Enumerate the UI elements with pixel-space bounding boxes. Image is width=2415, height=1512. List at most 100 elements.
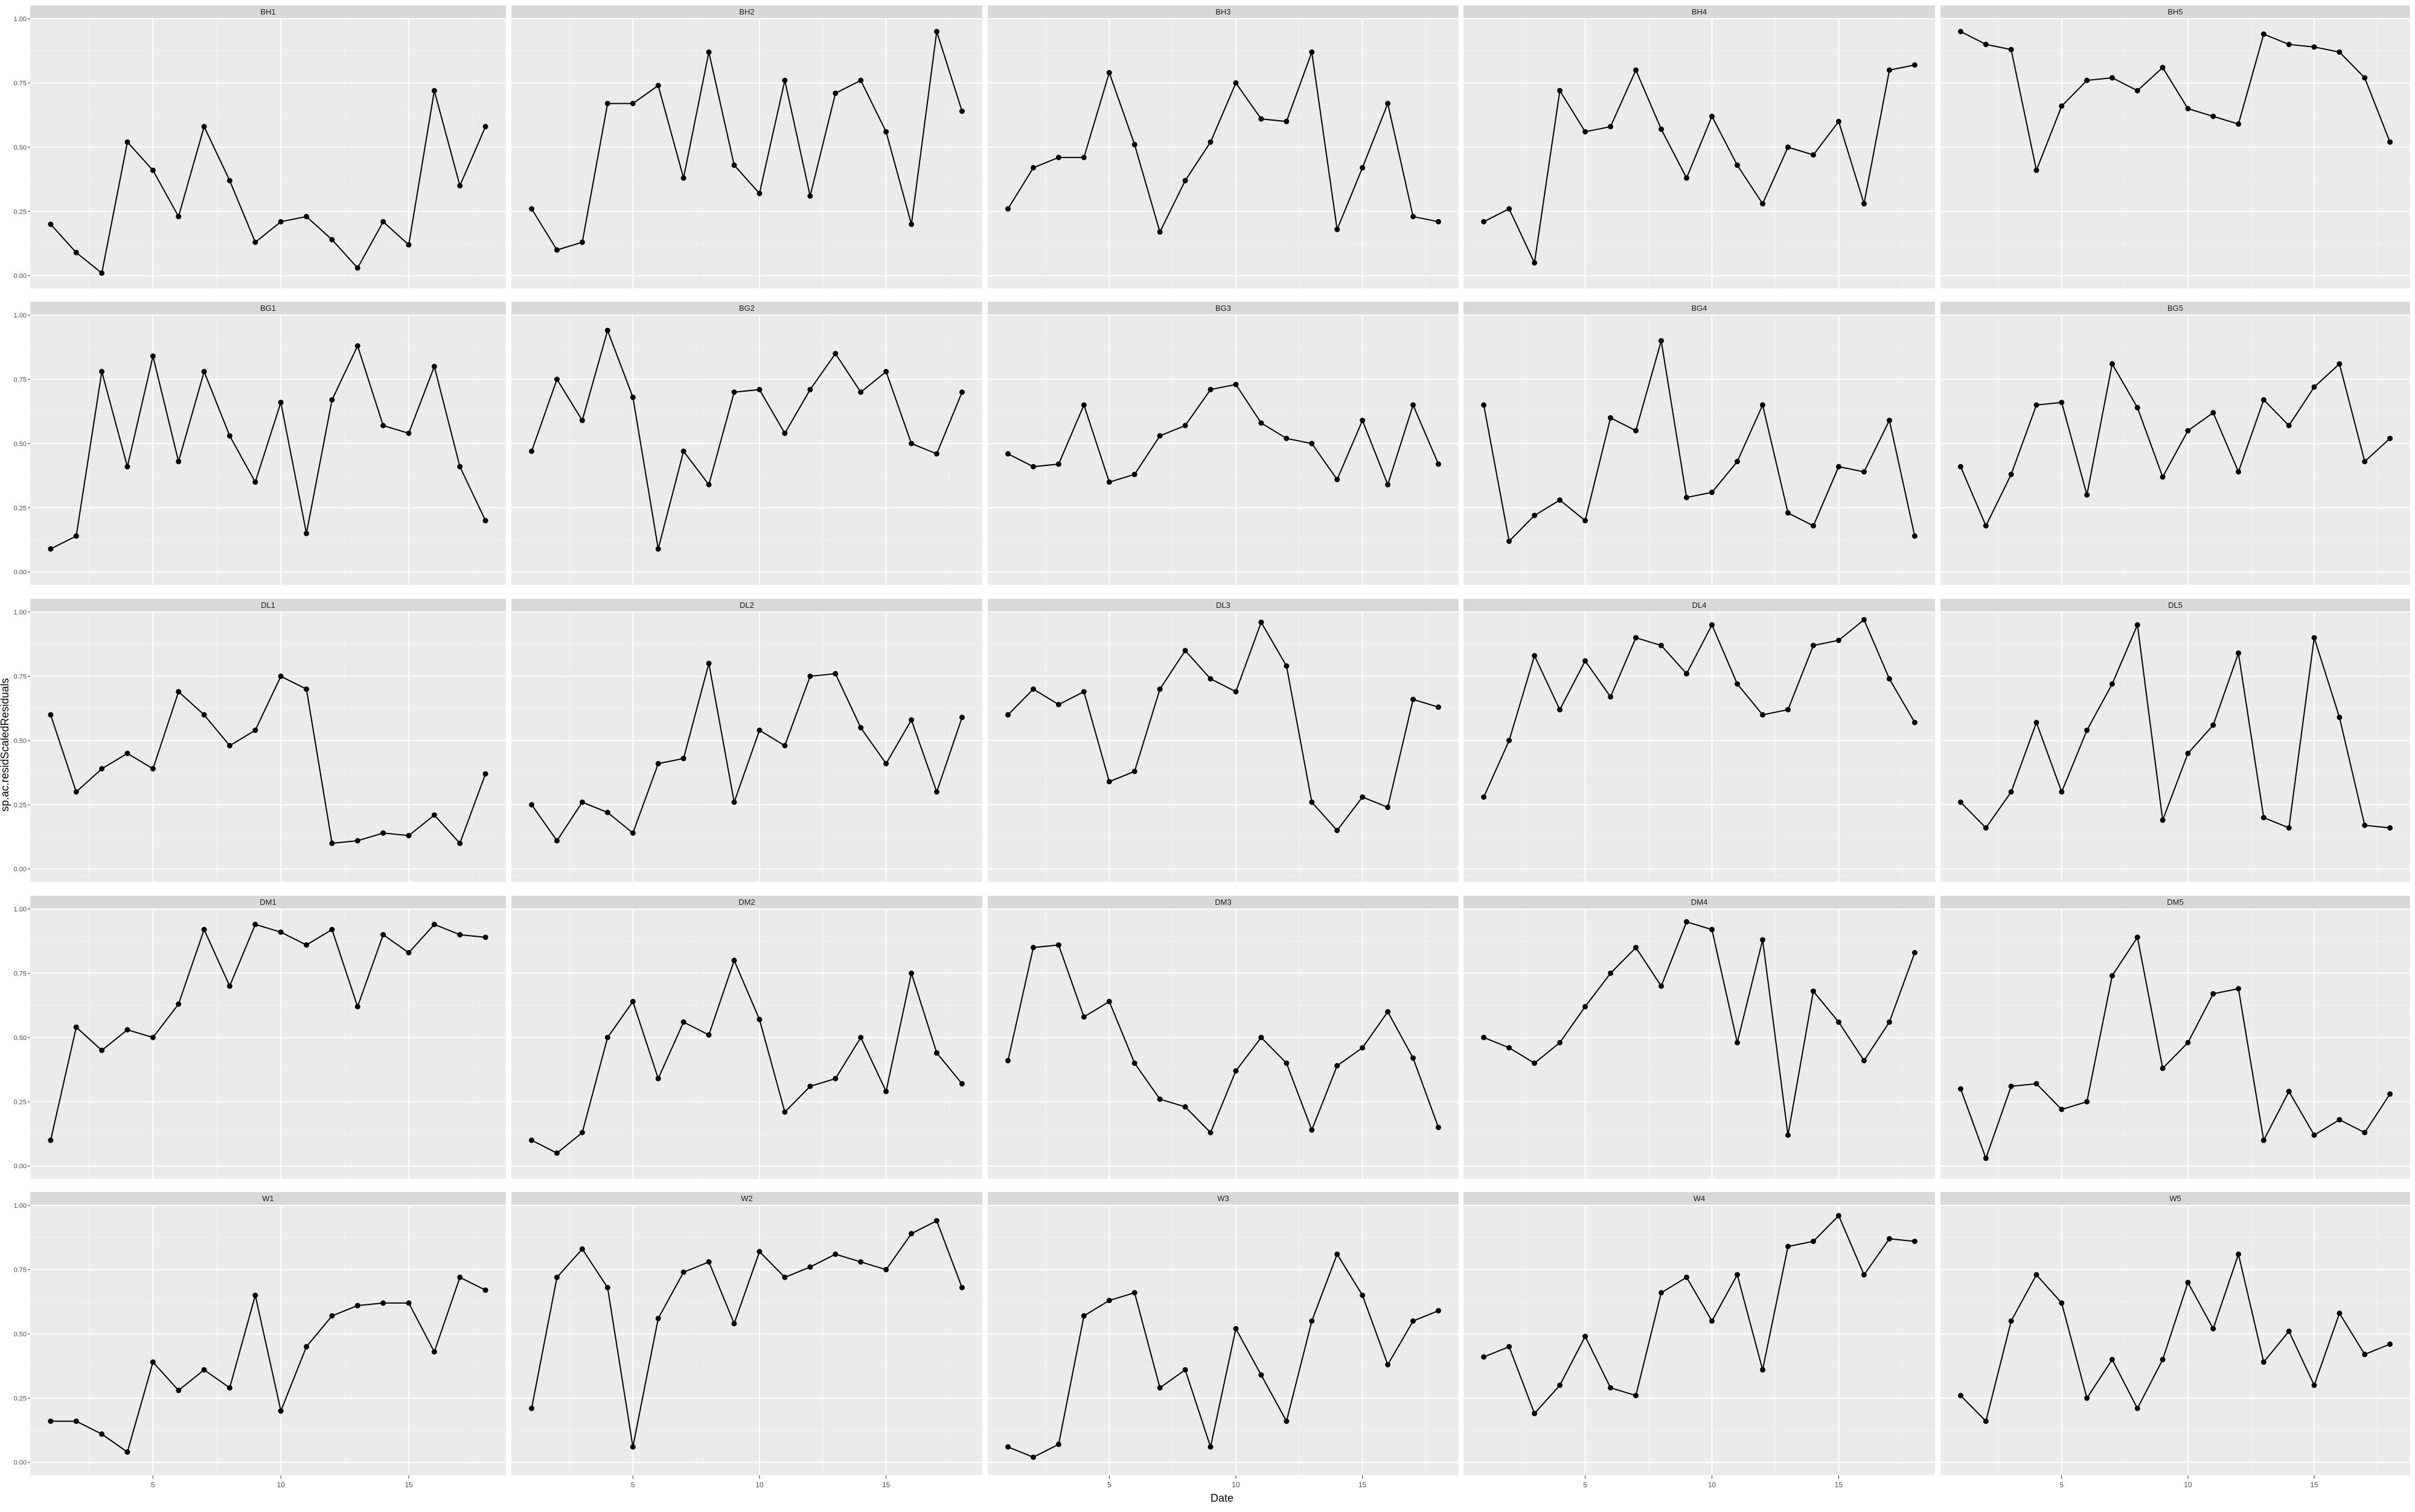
- data-point: [655, 546, 661, 552]
- data-point: [380, 830, 386, 836]
- data-point: [2387, 1091, 2393, 1097]
- data-point: [1983, 523, 1989, 529]
- data-point: [1309, 799, 1315, 805]
- data-point: [1258, 116, 1264, 122]
- y-tick-label: 0.50: [14, 738, 27, 745]
- data-point: [2210, 1325, 2216, 1332]
- facet-dm4: DM4: [1463, 896, 1935, 1179]
- series-line: [50, 675, 487, 845]
- data-point: [807, 1264, 813, 1270]
- data-point: [1385, 805, 1391, 811]
- data-point: [706, 49, 712, 55]
- data-point: [252, 922, 258, 928]
- data-point: [1284, 1418, 1290, 1424]
- data-point: [2134, 622, 2140, 628]
- data-point: [1106, 69, 1112, 75]
- facet-strip-label: W3: [1217, 1194, 1229, 1203]
- data-point: [1309, 1318, 1315, 1324]
- data-point: [1157, 229, 1163, 235]
- data-point: [680, 756, 686, 762]
- data-point: [604, 809, 610, 815]
- data-point: [2210, 722, 2216, 728]
- data-point: [554, 247, 560, 253]
- data-point: [1360, 1292, 1366, 1298]
- data-point: [2210, 410, 2216, 416]
- data-point: [431, 812, 437, 818]
- data-point: [1481, 1035, 1487, 1041]
- data-point: [1233, 381, 1239, 388]
- data-point: [883, 761, 889, 767]
- x-tick-label: 10: [1232, 1481, 1240, 1489]
- data-point: [2286, 423, 2292, 429]
- facet-panels: BH1 0.00 0.25 0.50 0.75 1.00 BH2 BH3 BH4 BH5 BG1 0.…: [14, 5, 2410, 1489]
- y-axis-title: sp.ac.residScaledResiduals: [0, 678, 11, 811]
- data-point: [883, 369, 889, 375]
- x-tick-label: 15: [1835, 1481, 1843, 1489]
- data-point: [579, 799, 585, 805]
- facet-strip-label: BG3: [1215, 304, 1231, 313]
- data-point: [1911, 62, 1918, 68]
- data-point: [1734, 681, 1740, 687]
- data-point: [529, 448, 535, 455]
- data-point: [2286, 1088, 2292, 1094]
- data-point: [1030, 1454, 1036, 1460]
- data-point: [529, 1405, 535, 1411]
- data-point: [782, 742, 788, 748]
- data-point: [1861, 1057, 1867, 1064]
- data-point: [1911, 719, 1918, 726]
- data-point: [1208, 1129, 1214, 1135]
- data-point: [482, 518, 488, 524]
- data-point: [934, 789, 940, 795]
- facet-strip: [1463, 599, 1935, 612]
- data-point: [1435, 704, 1441, 710]
- data-point: [1532, 1411, 1538, 1417]
- data-point: [2109, 361, 2115, 367]
- data-point: [1208, 1444, 1214, 1450]
- facet-strip-label: DL5: [2168, 601, 2183, 610]
- facet-strip-label: BH4: [1692, 7, 1707, 16]
- data-point: [1435, 461, 1441, 467]
- facet-strip: [1463, 5, 1935, 19]
- facet-strip-label: BH3: [1215, 7, 1230, 16]
- data-point: [2134, 88, 2140, 94]
- data-point: [2286, 825, 2292, 831]
- x-tick-label: 15: [405, 1481, 413, 1489]
- x-tick-label: 5: [631, 1481, 635, 1489]
- data-point: [201, 712, 207, 718]
- data-point: [1557, 1039, 1563, 1045]
- facet-strip-label: DL4: [1692, 601, 1707, 610]
- data-point: [457, 840, 463, 846]
- data-point: [1131, 1060, 1137, 1066]
- data-point: [457, 1274, 463, 1280]
- data-point: [124, 750, 130, 756]
- data-point: [226, 177, 232, 183]
- facet-strip-label: W1: [262, 1194, 274, 1203]
- facet-strip-label: BG4: [1691, 304, 1707, 313]
- facet-strip: [30, 896, 506, 909]
- data-point: [529, 802, 535, 808]
- data-point: [2084, 1395, 2090, 1401]
- data-point: [1659, 983, 1665, 989]
- facet-bg3: BG3: [988, 302, 1459, 585]
- data-point: [1810, 988, 1816, 994]
- data-point: [2160, 65, 2166, 71]
- data-point: [1734, 1272, 1740, 1278]
- data-point: [1633, 428, 1639, 434]
- data-point: [1182, 177, 1188, 183]
- data-point: [1005, 1057, 1011, 1064]
- data-point: [150, 766, 156, 772]
- data-point: [1582, 129, 1588, 135]
- y-tick-label: 0.25: [14, 1395, 27, 1402]
- facet-w1: W1 0.00 0.25 0.50 0.75 1.00 5 10 15: [14, 1192, 506, 1489]
- data-point: [1659, 642, 1665, 648]
- data-point: [278, 219, 284, 225]
- facet-strip-label: DL1: [261, 601, 275, 610]
- data-point: [1055, 1441, 1061, 1447]
- facet-w3: W3 5 10 15: [988, 1192, 1459, 1489]
- series-line: [1007, 52, 1439, 234]
- data-point: [1182, 423, 1188, 429]
- data-point: [329, 237, 335, 243]
- y-tick-label: 0.50: [14, 1331, 27, 1338]
- y-tick-label: 0.00: [14, 1459, 27, 1467]
- data-point: [99, 369, 105, 375]
